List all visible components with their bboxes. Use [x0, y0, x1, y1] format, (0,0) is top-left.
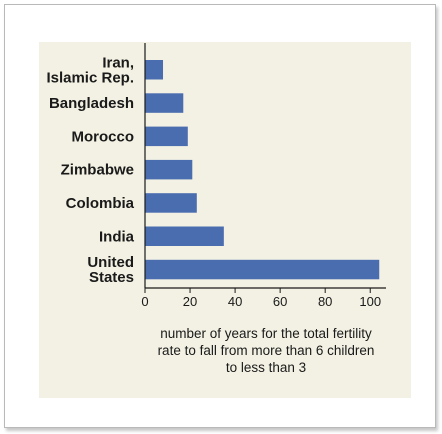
category-label-india: India: [99, 228, 135, 245]
bar-morocco: [145, 126, 188, 147]
chart-panel: [39, 42, 411, 398]
bar-zimbabwe: [145, 159, 193, 180]
category-labels: Iran, Islamic Rep. Bangladesh Morocco Zimbab…: [46, 54, 134, 286]
bar-india: [145, 226, 224, 246]
category-label-morocco: Morocco: [71, 128, 134, 145]
category-label-united-states: United States: [87, 254, 134, 286]
x-tick-label: 80: [318, 294, 332, 309]
bar-iran-islamic-rep: [145, 60, 164, 80]
bar-united-states: [145, 259, 380, 280]
figure-frame: [4, 4, 436, 428]
x-axis-label: number of years for the total fertility r…: [158, 326, 375, 375]
category-label-zimbabwe: Zimbabwe: [61, 162, 134, 179]
bars-group: [145, 60, 380, 280]
bar-colombia: [145, 193, 197, 213]
x-tick-label: 40: [228, 294, 242, 309]
x-tick-label: 20: [183, 294, 197, 309]
x-tick-label: 100: [359, 294, 381, 309]
category-label-bangladesh: Bangladesh: [49, 95, 134, 112]
bar-bangladesh: [145, 93, 184, 113]
category-label-iran-islamic-rep: Iran, Islamic Rep.: [46, 54, 134, 86]
x-tick-label: 0: [141, 294, 148, 309]
x-tick-label: 60: [273, 294, 287, 309]
x-axis-ticks: 0 20 40 60 80 100: [141, 288, 381, 309]
category-label-colombia: Colombia: [66, 195, 135, 212]
